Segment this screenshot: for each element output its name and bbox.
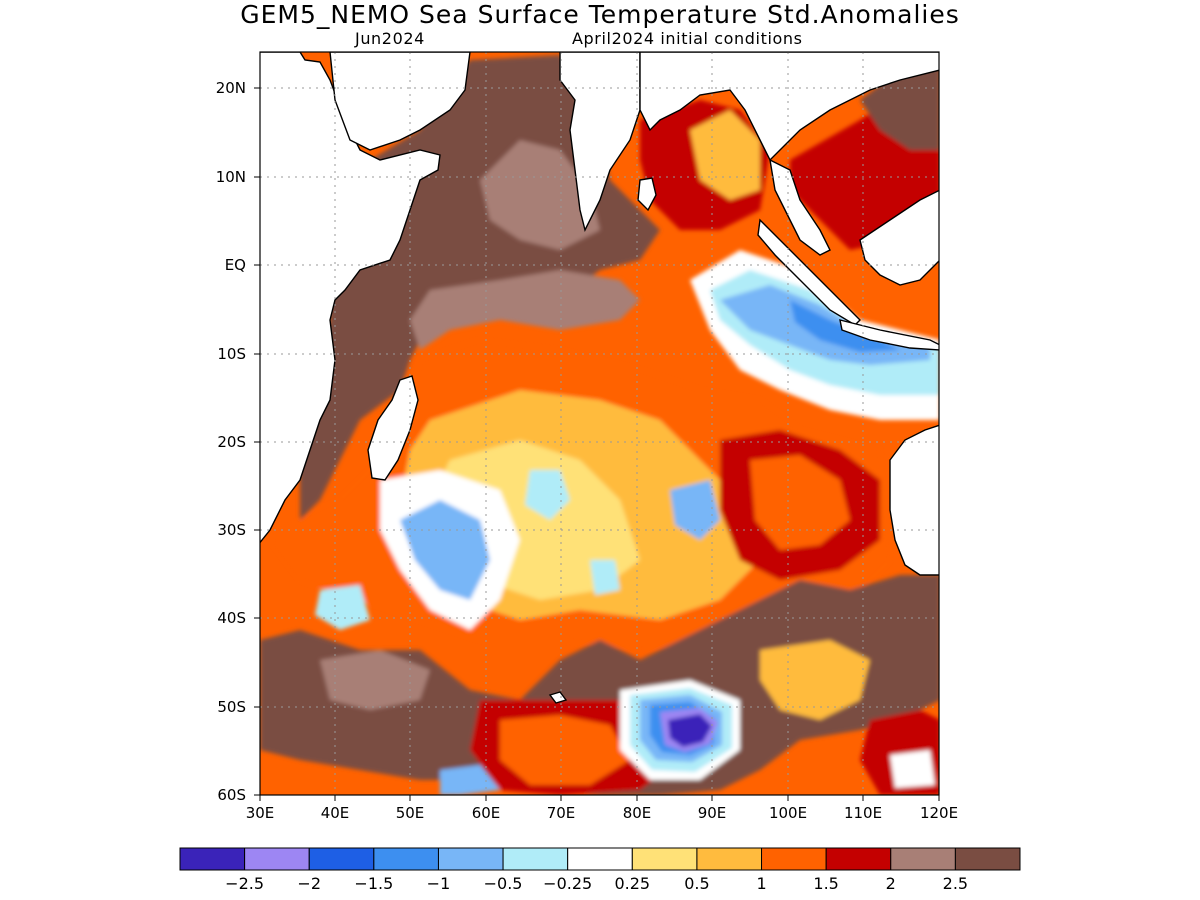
- plot-frame: [259, 51, 940, 796]
- colorbar-label: −0.5: [483, 874, 523, 893]
- land: [260, 52, 939, 704]
- colorbar-label: −0.25: [543, 874, 593, 893]
- kerguelen-land: [548, 691, 568, 704]
- anomaly-region-south-orange: [500, 715, 630, 785]
- lat-label-30s: 30S: [217, 521, 246, 539]
- anomaly-region-red-east-inner: [750, 455, 850, 550]
- axis-ticks: [254, 87, 940, 801]
- colorbar-label: 1.5: [813, 874, 839, 893]
- anomaly-region-cold-core: [668, 714, 712, 747]
- lat-label-10s: 10S: [217, 345, 246, 363]
- anomaly-region-scs-brown: [860, 60, 939, 150]
- anomaly-region-arabian-pale: [480, 140, 600, 250]
- anomaly-region-cool-patch-4: [315, 585, 370, 630]
- anomaly-region-central-cool: [400, 500, 490, 600]
- anomaly-region-south-pale: [320, 650, 430, 710]
- lat-label-20n: 20N: [215, 79, 246, 97]
- lat-label-40s: 40S: [217, 609, 246, 627]
- chart-title: GEM5_NEMO Sea Surface Temperature Std.An…: [240, 0, 960, 29]
- lon-label-30e: 30E: [245, 804, 275, 822]
- srilanka-land: [637, 177, 657, 212]
- australia-land: [889, 424, 939, 576]
- gridlines: [260, 52, 939, 795]
- anomaly-region-south-brown: [260, 575, 939, 795]
- lon-label-90e: 90E: [697, 804, 727, 822]
- borneo-land: [859, 189, 939, 286]
- colorbar-label: 0.5: [684, 874, 710, 893]
- anomaly-region-sw-cool: [440, 765, 500, 795]
- lon-label-120e: 120E: [919, 804, 959, 822]
- colorbar-label: −2: [297, 874, 322, 893]
- lat-label-20s: 20S: [217, 433, 246, 451]
- colorbar-label: −1: [426, 874, 451, 893]
- initial-conditions: April2024 initial conditions: [572, 29, 803, 48]
- anomaly-region-southeast-white: [890, 750, 935, 788]
- anomaly-region-cool-patch-1: [525, 470, 570, 520]
- lat-label-10n: 10N: [215, 168, 246, 186]
- colorbar-label: 2.5: [942, 874, 969, 893]
- forecast-month: Jun2024: [355, 29, 425, 48]
- colorbar-label: 0.25: [614, 874, 651, 893]
- anomaly-region-cool-patch-5: [590, 560, 620, 595]
- anomaly-region-eq-pale: [410, 270, 640, 350]
- lat-label-50s: 50S: [217, 698, 246, 716]
- lon-label-40e: 40E: [320, 804, 350, 822]
- lon-label-70e: 70E: [546, 804, 576, 822]
- anomaly-region-cool-patch-2: [670, 480, 720, 540]
- anomaly-region-bay-yellow: [690, 110, 760, 200]
- java-land: [839, 319, 939, 351]
- lat-label-eq: EQ: [224, 256, 246, 274]
- lon-label-60e: 60E: [471, 804, 501, 822]
- malay-peninsula-land: [769, 158, 831, 256]
- colorbar-label: −1.5: [354, 874, 394, 893]
- arabia-land: [329, 52, 471, 151]
- lon-label-110e: 110E: [843, 804, 883, 822]
- lon-label-100e: 100E: [768, 804, 808, 822]
- anomaly-region-south-yellow: [760, 640, 870, 720]
- lon-label-50e: 50E: [395, 804, 425, 822]
- lat-label-60s: 60S: [217, 786, 246, 804]
- colorbar-label: 1: [756, 874, 767, 893]
- madagascar-land: [367, 375, 419, 481]
- lon-label-80e: 80E: [622, 804, 652, 822]
- colorbar-label: −2.5: [225, 874, 265, 893]
- colorbar-label: 2: [885, 874, 896, 893]
